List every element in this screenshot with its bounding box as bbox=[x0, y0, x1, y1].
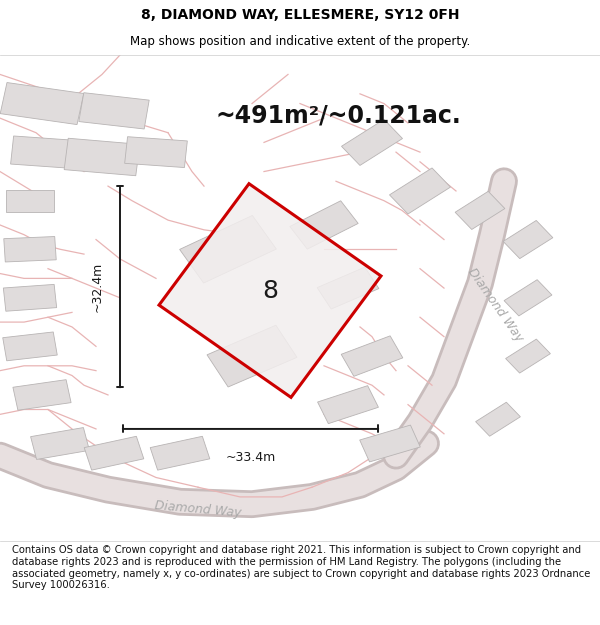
Polygon shape bbox=[341, 336, 403, 376]
Polygon shape bbox=[0, 82, 84, 124]
Polygon shape bbox=[11, 136, 73, 168]
Polygon shape bbox=[504, 280, 552, 316]
Polygon shape bbox=[6, 190, 54, 212]
Polygon shape bbox=[341, 119, 403, 166]
Polygon shape bbox=[64, 138, 140, 176]
Text: ~32.4m: ~32.4m bbox=[91, 262, 104, 312]
Polygon shape bbox=[389, 168, 451, 214]
Text: ~33.4m: ~33.4m bbox=[226, 451, 275, 464]
Polygon shape bbox=[4, 236, 56, 262]
Polygon shape bbox=[84, 436, 144, 470]
Polygon shape bbox=[290, 201, 358, 249]
Polygon shape bbox=[3, 332, 57, 361]
Polygon shape bbox=[360, 425, 420, 462]
Polygon shape bbox=[476, 402, 520, 436]
Polygon shape bbox=[31, 428, 89, 459]
Polygon shape bbox=[79, 92, 149, 129]
Polygon shape bbox=[13, 379, 71, 410]
Polygon shape bbox=[506, 339, 550, 373]
Polygon shape bbox=[4, 284, 56, 311]
Polygon shape bbox=[317, 386, 379, 424]
Text: ~491m²/~0.121ac.: ~491m²/~0.121ac. bbox=[216, 104, 462, 127]
Text: Diamond Way: Diamond Way bbox=[154, 499, 242, 519]
Polygon shape bbox=[503, 221, 553, 259]
Polygon shape bbox=[125, 137, 187, 168]
Polygon shape bbox=[159, 184, 381, 398]
Text: Contains OS data © Crown copyright and database right 2021. This information is : Contains OS data © Crown copyright and d… bbox=[12, 545, 590, 590]
Text: Map shows position and indicative extent of the property.: Map shows position and indicative extent… bbox=[130, 35, 470, 48]
Polygon shape bbox=[317, 267, 379, 309]
Polygon shape bbox=[150, 436, 210, 470]
Text: 8, DIAMOND WAY, ELLESMERE, SY12 0FH: 8, DIAMOND WAY, ELLESMERE, SY12 0FH bbox=[141, 8, 459, 22]
Text: 8: 8 bbox=[262, 279, 278, 302]
Polygon shape bbox=[179, 216, 277, 283]
Text: Diamond Way: Diamond Way bbox=[465, 266, 525, 344]
Polygon shape bbox=[455, 191, 505, 229]
Polygon shape bbox=[207, 325, 297, 387]
